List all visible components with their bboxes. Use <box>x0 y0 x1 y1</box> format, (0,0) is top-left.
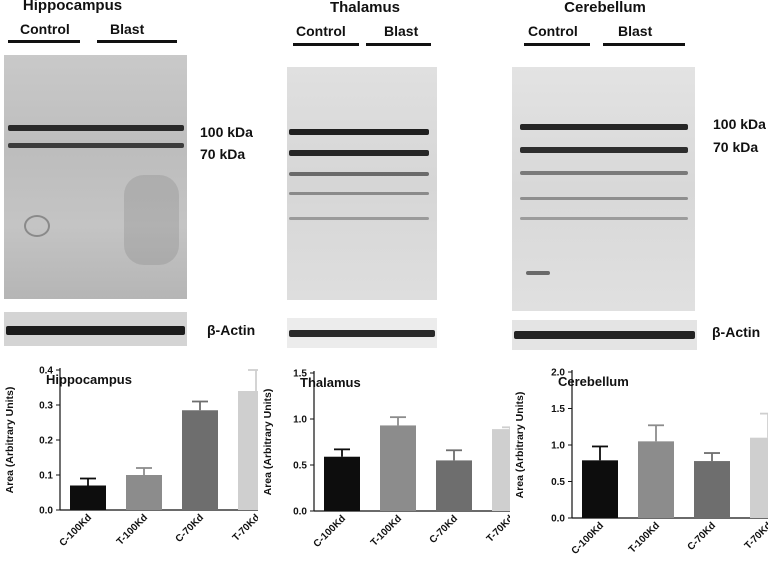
y-tick-label: 0.1 <box>39 471 53 482</box>
group-underline-control <box>293 43 359 46</box>
bar-T-70Kd <box>238 391 258 510</box>
bar-C-70Kd <box>436 460 472 511</box>
blot-smear <box>124 175 179 265</box>
y-tick-label: 0.2 <box>39 436 53 447</box>
x-tick-label: C-70Kd <box>686 520 719 553</box>
band-lower <box>520 197 688 200</box>
x-tick-label: T-70Kd <box>743 520 768 551</box>
bar-C-70Kd <box>182 410 218 510</box>
band-actin <box>289 330 435 337</box>
y-tick-label: 0.0 <box>293 507 307 518</box>
bar-chart-hippocampus: Hippocampus Area (Arbitrary Units) 0.0 0.1 0… <box>4 366 258 549</box>
x-tick-label: T-100Kd <box>627 520 662 555</box>
y-tick-label: 0.0 <box>551 514 565 525</box>
bar-C-100Kd <box>324 456 360 511</box>
group-label-blast: Blast <box>618 23 653 39</box>
y-tick-label: 0.0 <box>39 506 53 517</box>
group-label-blast: Blast <box>384 23 419 39</box>
band-100kda <box>289 129 429 135</box>
y-axis-label: Area (Arbitrary Units) <box>514 392 526 499</box>
x-tick-label: T-100Kd <box>369 513 404 548</box>
actin-label: β-Actin <box>712 324 761 340</box>
bar-C-100Kd <box>70 485 106 510</box>
bar-chart-thalamus: Thalamus Area (Arbitrary Units) 0.0 0.5 1.0 1… <box>262 369 510 550</box>
band-actin <box>6 326 185 335</box>
y-axis-label: Area (Arbitrary Units) <box>4 387 16 494</box>
marker-label-100kda: 100 kDa <box>713 116 766 132</box>
marker-label-70kda: 70 kDa <box>200 146 246 162</box>
y-tick-label: 1.5 <box>293 369 307 380</box>
group-underline-control <box>524 43 590 46</box>
y-tick-label: 1.0 <box>293 415 307 426</box>
group-underline-blast <box>97 40 177 43</box>
actin-blot-cerebellum <box>512 320 697 350</box>
x-tick-label: C-100Kd <box>58 512 94 548</box>
x-tick-label: C-100Kd <box>570 520 606 556</box>
bar-C-70Kd <box>694 461 730 518</box>
y-tick-label: 0.5 <box>551 477 565 488</box>
blot-title-cerebellum: Cerebellum <box>564 0 646 16</box>
band-lower <box>289 192 429 195</box>
band-lower <box>520 171 688 175</box>
bar-T-100Kd <box>638 441 674 518</box>
y-tick-label: 0.4 <box>39 366 53 377</box>
x-tick-label: C-100Kd <box>312 513 348 549</box>
x-tick-label: T-100Kd <box>115 512 150 547</box>
band-70kda <box>289 150 429 156</box>
chart-title: Cerebellum <box>558 374 629 389</box>
group-label-blast: Blast <box>110 21 145 37</box>
y-axis-label: Area (Arbitrary Units) <box>262 389 274 496</box>
y-tick-label: 0.3 <box>39 401 53 412</box>
actin-label: β-Actin <box>207 322 256 338</box>
band-lower <box>526 271 550 275</box>
chart-title: Thalamus <box>300 375 361 390</box>
bar-T-100Kd <box>126 475 162 510</box>
group-underline-blast <box>366 43 431 46</box>
western-blot-cerebellum <box>512 67 695 311</box>
bar-chart-cerebellum: Cerebellum Area (Arbitrary Units) 0.0 0.5 1.… <box>514 368 768 557</box>
group-underline-control <box>8 40 80 43</box>
blot-title-thalamus: Thalamus <box>329 0 401 16</box>
band-100kda <box>8 125 184 131</box>
group-underline-blast <box>603 43 685 46</box>
western-blot-hippocampus <box>4 55 187 299</box>
bar-T-100Kd <box>380 425 416 511</box>
band-actin <box>514 331 695 339</box>
y-tick-label: 0.5 <box>293 461 307 472</box>
y-tick-label: 2.0 <box>551 368 565 379</box>
band-70kda <box>8 143 184 148</box>
bar-T-70Kd <box>750 437 768 518</box>
marker-label-100kda: 100 kDa <box>200 124 253 140</box>
band-70kda <box>520 147 688 153</box>
group-label-control: Control <box>296 23 346 39</box>
actin-blot-hippocampus <box>4 312 187 346</box>
group-label-control: Control <box>528 23 578 39</box>
band-100kda <box>520 124 688 130</box>
y-tick-label: 1.0 <box>551 441 565 452</box>
x-tick-label: C-70Kd <box>174 512 207 545</box>
band-lower <box>289 172 429 176</box>
x-tick-label: T-70Kd <box>485 513 510 544</box>
blot-stain <box>24 215 50 237</box>
band-lower <box>520 217 688 220</box>
x-tick-label: C-70Kd <box>428 513 461 546</box>
actin-blot-thalamus <box>287 318 437 348</box>
marker-label-70kda: 70 kDa <box>713 139 759 155</box>
western-blot-thalamus <box>287 67 437 300</box>
band-lower <box>289 217 429 220</box>
y-tick-label: 1.5 <box>551 404 565 415</box>
chart-title: Hippocampus <box>46 372 132 387</box>
blot-title-hippocampus: Hippocampus <box>22 0 123 14</box>
x-tick-label: T-70Kd <box>231 512 258 543</box>
bar-T-70Kd <box>492 429 510 511</box>
group-label-control: Control <box>20 21 70 37</box>
bar-C-100Kd <box>582 460 618 518</box>
